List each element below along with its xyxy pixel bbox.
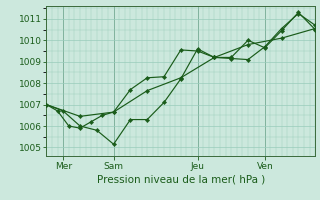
X-axis label: Pression niveau de la mer( hPa ): Pression niveau de la mer( hPa ) — [97, 175, 265, 185]
